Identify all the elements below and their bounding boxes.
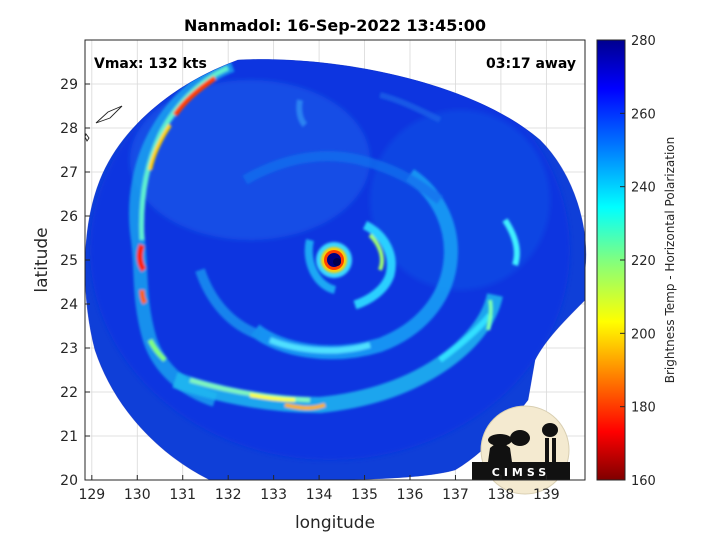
time-away-annotation: 03:17 away — [486, 56, 576, 72]
colorbar-tick-label: 240 — [631, 181, 656, 196]
colorbar-tick-label: 180 — [631, 401, 656, 416]
x-tick-label: 135 — [351, 487, 378, 503]
x-tick-label: 133 — [260, 487, 287, 503]
x-tick-label: 132 — [215, 487, 242, 503]
x-tick-label: 136 — [397, 487, 424, 503]
x-axis-ticks: 129 130 131 132 133 134 135 136 137 138 139 — [78, 475, 560, 503]
colorbar-tick-label: 220 — [631, 254, 656, 269]
colorbar-tick-label: 200 — [631, 327, 656, 342]
colorbar-tick-label: 160 — [631, 474, 656, 489]
y-tick-label: 26 — [60, 209, 78, 225]
x-tick-label: 138 — [488, 487, 515, 503]
colorbar-ticks: 160 180 200 220 240 260 280 — [620, 34, 656, 489]
x-tick-label: 137 — [442, 487, 469, 503]
colorbar-label: Brightness Temp - Horizontal Polarizatio… — [663, 137, 677, 384]
cimss-logo-text: CIMSS — [492, 466, 550, 479]
swath-edge — [84, 59, 587, 481]
y-tick-label: 21 — [60, 429, 78, 445]
x-tick-label: 139 — [533, 487, 560, 503]
satellite-swath — [85, 59, 586, 480]
y-tick-label: 28 — [60, 121, 78, 137]
x-axis-label: longitude — [295, 513, 375, 533]
colorbar-tick-label: 280 — [631, 34, 656, 49]
y-tick-label: 20 — [60, 473, 78, 489]
y-tick-label: 29 — [60, 77, 78, 93]
y-axis-label: latitude — [32, 227, 52, 292]
x-tick-label: 134 — [306, 487, 333, 503]
x-tick-label: 131 — [169, 487, 196, 503]
cimss-logo: CIMSS — [472, 405, 570, 495]
x-tick-label: 129 — [78, 487, 105, 503]
y-tick-label: 23 — [60, 341, 78, 357]
y-axis-ticks: 20 21 22 23 24 25 26 27 28 29 — [60, 77, 90, 489]
colorbar-tick-label: 260 — [631, 107, 656, 122]
chart-title: Nanmadol: 16-Sep-2022 13:45:00 — [184, 16, 486, 35]
coastline — [95, 105, 123, 124]
x-tick-label: 130 — [124, 487, 151, 503]
y-tick-label: 25 — [60, 253, 78, 269]
y-tick-label: 22 — [60, 385, 78, 401]
vmax-annotation: Vmax: 132 kts — [94, 56, 207, 72]
y-tick-label: 27 — [60, 165, 78, 181]
y-tick-label: 24 — [60, 297, 78, 313]
